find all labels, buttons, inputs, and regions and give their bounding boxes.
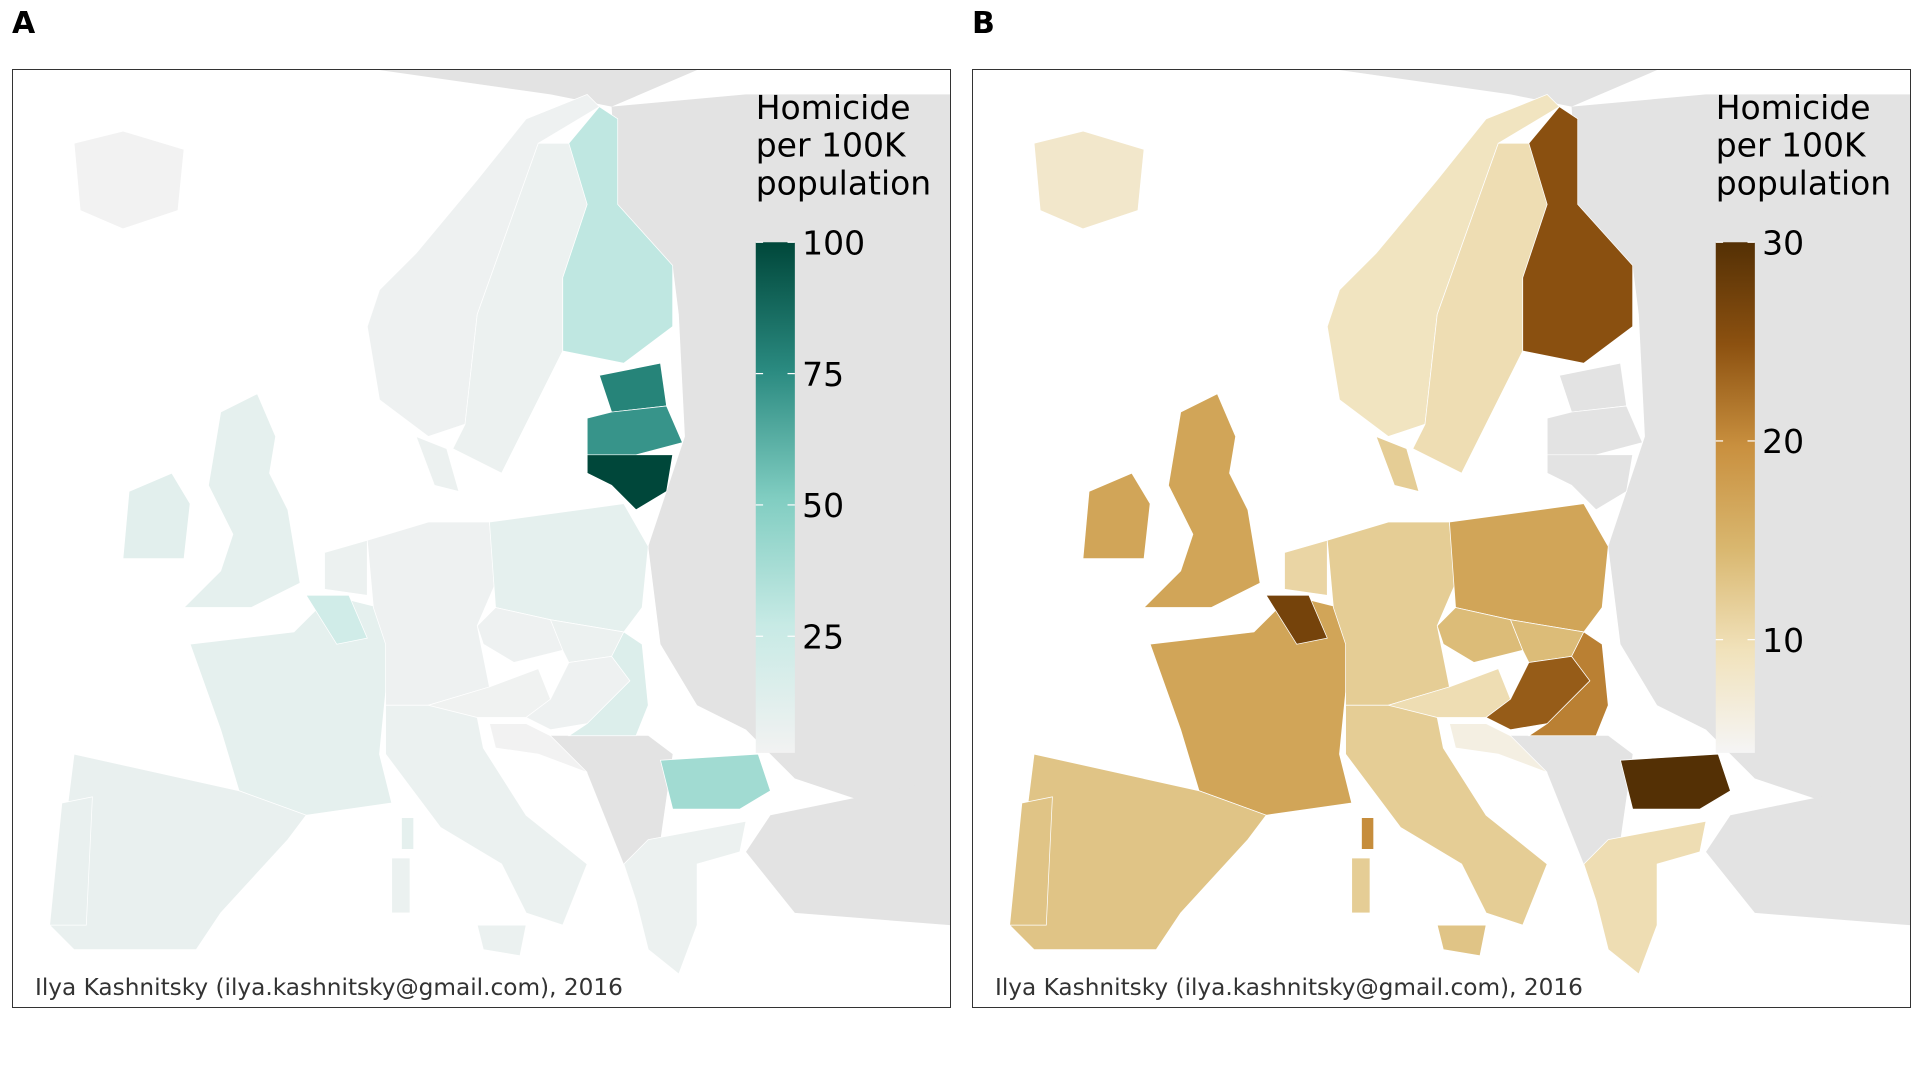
colorbar-tick-label: 30 — [1762, 223, 1804, 262]
country-netherlands[interactable] — [324, 539, 368, 596]
country-slovenia[interactable] — [1448, 723, 1548, 773]
country-romania[interactable] — [567, 631, 649, 737]
country-sardinia[interactable] — [391, 857, 411, 914]
non-data-land — [745, 778, 950, 926]
country-bulgaria[interactable] — [1620, 753, 1731, 810]
credit-text: Ilya Kashnitsky (ilya.kashnitsky@gmail.c… — [35, 974, 623, 1001]
non-data-land — [550, 735, 673, 865]
country-sicily[interactable] — [476, 924, 527, 957]
country-slovenia[interactable] — [488, 723, 588, 773]
colorbar — [1715, 242, 1755, 753]
country-denmark[interactable] — [1375, 435, 1420, 492]
country-corsica[interactable] — [401, 817, 415, 850]
colorbar-tick-label: 100 — [802, 223, 865, 262]
country-france[interactable] — [189, 594, 405, 816]
country-corsica[interactable] — [1361, 817, 1375, 850]
legend-title-line: per 100K — [1716, 126, 1867, 165]
country-finland[interactable] — [562, 106, 674, 364]
country-germany[interactable] — [1326, 521, 1456, 706]
country-greece[interactable] — [623, 820, 747, 975]
colorbar-tick-label: 75 — [802, 355, 844, 394]
colorbar-tick-label: 25 — [802, 617, 844, 656]
country-estonia[interactable] — [598, 362, 667, 413]
colorbar-tick-label: 10 — [1762, 621, 1804, 660]
country-greece[interactable] — [1583, 820, 1707, 975]
legend-title-line: per 100K — [756, 126, 907, 165]
map-panel-b: Homicide per 100K population 10 20 30 Ilya Kas… — [972, 69, 1911, 1008]
country-ireland[interactable] — [1082, 472, 1151, 560]
country-italy[interactable] — [1345, 704, 1548, 926]
country-germany[interactable] — [366, 521, 496, 706]
country-italy[interactable] — [385, 704, 588, 926]
legend-title-line: population — [756, 164, 931, 203]
country-bulgaria[interactable] — [660, 753, 771, 810]
country-lithuania[interactable] — [1546, 454, 1634, 511]
country-france[interactable] — [1149, 594, 1365, 816]
country-lithuania[interactable] — [586, 454, 674, 511]
country-finland[interactable] — [1522, 106, 1634, 364]
country-belgium[interactable] — [1265, 594, 1328, 645]
country-sardinia[interactable] — [1351, 857, 1371, 914]
country-portugal[interactable] — [1009, 796, 1053, 926]
colorbar-tick-label: 20 — [1762, 422, 1804, 461]
non-data-land — [1510, 735, 1633, 865]
country-uk[interactable] — [183, 393, 301, 608]
non-data-land — [1705, 778, 1910, 926]
country-latvia[interactable] — [1546, 405, 1643, 456]
country-belgium[interactable] — [305, 594, 368, 645]
country-sicily[interactable] — [1436, 924, 1487, 957]
panel-a-label: A — [12, 6, 36, 41]
country-estonia[interactable] — [1558, 362, 1627, 413]
country-portugal[interactable] — [49, 796, 93, 926]
legend-title-line: Homicide — [756, 88, 911, 127]
non-data-land — [1339, 70, 1658, 107]
panel-b-label: B — [972, 6, 995, 41]
colorbar — [755, 242, 795, 753]
legend-title-line: Homicide — [1716, 88, 1871, 127]
credit-text: Ilya Kashnitsky (ilya.kashnitsky@gmail.c… — [995, 974, 1583, 1001]
country-latvia[interactable] — [586, 405, 683, 456]
country-iceland[interactable] — [73, 130, 185, 230]
country-ireland[interactable] — [122, 472, 191, 560]
country-denmark[interactable] — [415, 435, 460, 492]
colorbar-tick-label: 50 — [802, 486, 844, 525]
map-panel-a: Homicide per 100K population 25 50 75 100 Ilya … — [12, 69, 951, 1008]
country-uk[interactable] — [1143, 393, 1261, 608]
country-romania[interactable] — [1527, 631, 1609, 737]
legend-title-line: population — [1716, 164, 1891, 203]
non-data-land — [379, 70, 698, 107]
country-iceland[interactable] — [1033, 130, 1145, 230]
country-netherlands[interactable] — [1284, 539, 1328, 596]
